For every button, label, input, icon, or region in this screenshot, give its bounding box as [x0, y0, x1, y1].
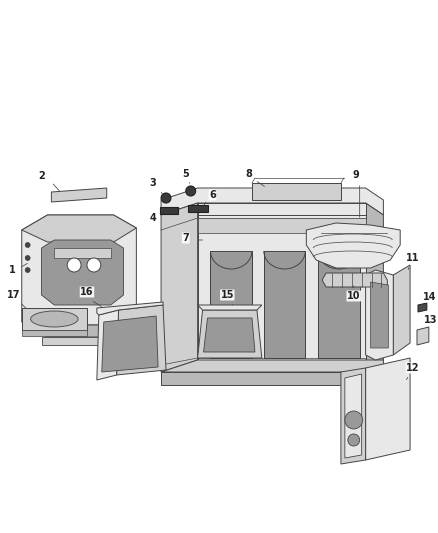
Text: 16: 16: [80, 287, 94, 297]
Text: 4: 4: [150, 213, 156, 223]
Text: 10: 10: [347, 291, 360, 301]
Polygon shape: [22, 310, 136, 337]
Circle shape: [87, 258, 101, 272]
Circle shape: [186, 186, 196, 196]
Polygon shape: [366, 270, 393, 360]
Polygon shape: [161, 188, 383, 215]
Polygon shape: [160, 207, 178, 214]
Polygon shape: [22, 308, 87, 330]
Text: 14: 14: [423, 292, 437, 302]
Polygon shape: [198, 310, 262, 358]
Circle shape: [161, 193, 171, 203]
Polygon shape: [371, 282, 389, 348]
Polygon shape: [417, 327, 429, 345]
Polygon shape: [204, 318, 255, 352]
Text: 2: 2: [38, 171, 45, 181]
Text: 8: 8: [246, 169, 252, 179]
Text: 7: 7: [182, 233, 189, 243]
Polygon shape: [161, 203, 198, 372]
Polygon shape: [393, 265, 410, 355]
Polygon shape: [198, 305, 262, 310]
Polygon shape: [366, 203, 383, 372]
Polygon shape: [264, 251, 305, 358]
Text: 12: 12: [406, 363, 420, 373]
Polygon shape: [42, 337, 124, 345]
Circle shape: [67, 258, 81, 272]
Polygon shape: [97, 302, 163, 315]
Polygon shape: [22, 215, 136, 325]
Polygon shape: [161, 360, 383, 372]
Polygon shape: [345, 374, 362, 458]
Circle shape: [348, 434, 360, 446]
Circle shape: [25, 268, 30, 272]
Polygon shape: [22, 215, 136, 242]
Polygon shape: [117, 305, 166, 375]
Polygon shape: [366, 358, 410, 460]
Text: 5: 5: [182, 169, 189, 179]
Polygon shape: [97, 310, 119, 380]
Text: 17: 17: [7, 290, 21, 300]
Polygon shape: [42, 240, 124, 305]
Text: 1: 1: [8, 265, 15, 275]
Polygon shape: [252, 183, 341, 200]
Ellipse shape: [31, 311, 78, 327]
Text: 6: 6: [209, 190, 216, 200]
Text: 11: 11: [406, 253, 420, 263]
Polygon shape: [54, 248, 111, 258]
Polygon shape: [161, 372, 383, 385]
Text: 3: 3: [150, 178, 156, 188]
Polygon shape: [188, 205, 208, 212]
Polygon shape: [341, 368, 366, 464]
Polygon shape: [322, 273, 387, 287]
Circle shape: [345, 411, 363, 429]
Polygon shape: [306, 223, 400, 268]
Polygon shape: [102, 316, 158, 372]
Polygon shape: [198, 218, 366, 233]
Polygon shape: [198, 203, 366, 372]
Text: 9: 9: [352, 170, 359, 180]
Circle shape: [25, 243, 30, 247]
Circle shape: [25, 255, 30, 261]
Polygon shape: [51, 188, 107, 202]
Polygon shape: [22, 330, 87, 336]
Polygon shape: [418, 303, 427, 312]
Text: 13: 13: [424, 315, 438, 325]
Polygon shape: [318, 251, 360, 358]
Polygon shape: [211, 251, 252, 358]
Text: 15: 15: [220, 290, 234, 300]
